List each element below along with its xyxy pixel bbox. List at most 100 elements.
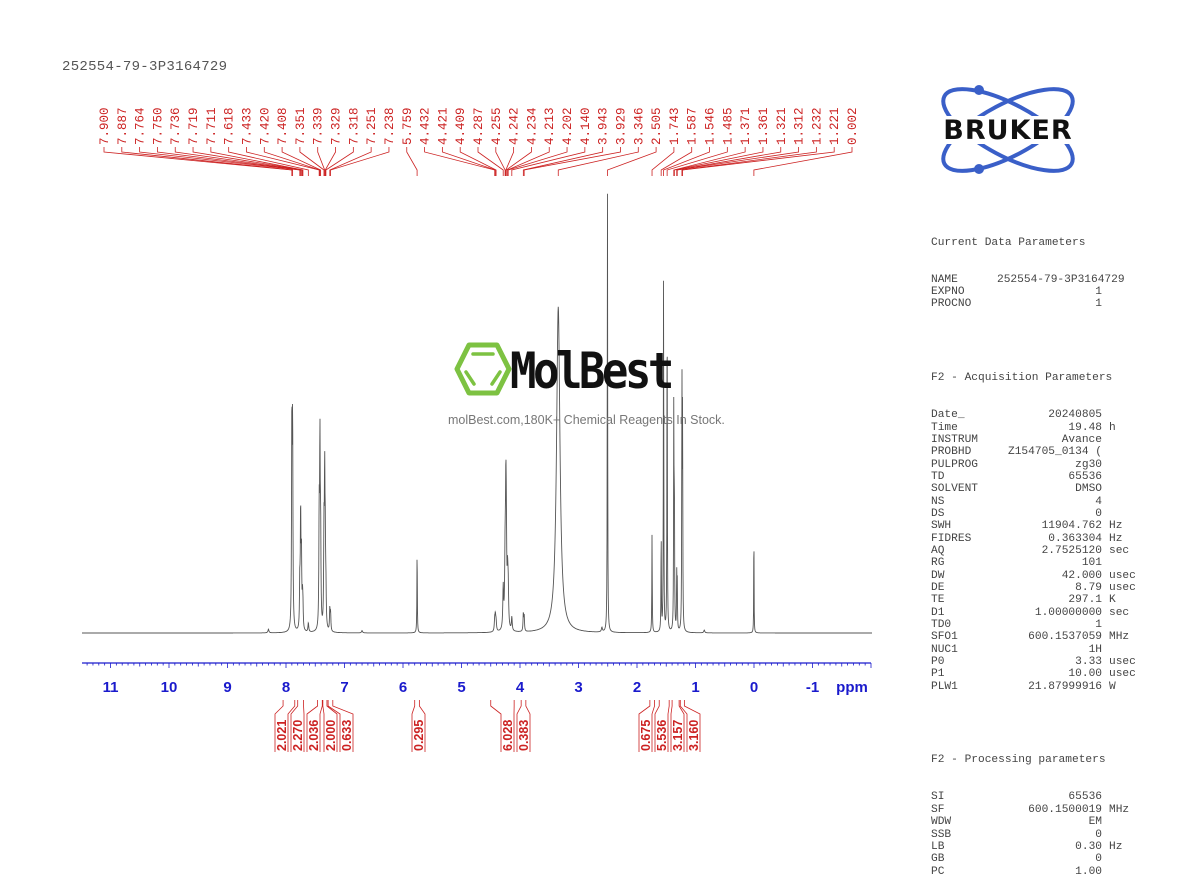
param-key: SWH (931, 520, 952, 533)
peak-label: 4.421 (436, 107, 450, 145)
peak-label: 7.238 (383, 107, 397, 145)
peak-label: 1.312 (793, 107, 807, 145)
peak-label: 4.213 (543, 107, 557, 145)
bruker-logo: BRUKER (925, 85, 1091, 174)
param-key: PULPROG (931, 458, 978, 471)
param-row: PROCNO 1 (931, 298, 1136, 310)
param-value: 1.00 (1075, 865, 1102, 878)
axis-tick-label: -1 (806, 679, 819, 696)
param-key: AQ (931, 544, 945, 557)
axis-tick-label: 4 (516, 679, 525, 696)
param-row: PC 1.00 (931, 866, 1136, 878)
param-key: FIDRES (931, 532, 972, 545)
param-key: SF (931, 803, 945, 816)
integral-value: 0.295 (412, 720, 426, 751)
param-key: PROCNO (931, 298, 972, 311)
param-row: TD 65536 (931, 471, 1136, 483)
watermark-tagline: molBest.com,180K+ Chemical Reagents In S… (448, 413, 725, 427)
peak-label: 7.339 (312, 107, 326, 145)
peak-label: 7.900 (98, 107, 112, 145)
param-value: 20240805 (1048, 409, 1102, 422)
param-value: 65536 (1068, 470, 1102, 483)
integral-value: 2.021 (275, 720, 289, 751)
param-key: EXPNO (931, 286, 965, 299)
hexagon-logo-icon (454, 342, 512, 396)
molbest-watermark: MolBest molBest.com,180K+ Chemical Reage… (448, 340, 748, 435)
param-row: SI 65536 (931, 791, 1136, 803)
param-key: DS (931, 507, 945, 520)
param-row: NUC1 1H (931, 644, 1136, 656)
param-unit (1102, 644, 1109, 656)
integral-value: 3.157 (671, 720, 685, 751)
param-unit (1102, 829, 1109, 841)
param-unit: W (1109, 680, 1116, 693)
param-key: P0 (931, 656, 945, 669)
param-row: WDW EM (931, 816, 1136, 828)
param-value: 0.30 (1075, 840, 1102, 853)
peak-label: 7.750 (151, 107, 165, 145)
param-value: 1 (1095, 286, 1102, 299)
param-value: 1 (1095, 298, 1102, 311)
current-params-list: NAME 252554-79-3P3164729 EXPNO 1 PROCNO 1 (931, 274, 1136, 311)
peak-label: 3.929 (614, 107, 628, 145)
param-key: TE (931, 594, 945, 607)
param-key: SFO1 (931, 631, 958, 644)
peak-label: 1.546 (704, 107, 718, 145)
param-key: PLW1 (931, 680, 958, 693)
param-row: D1 1.00000000 sec (931, 607, 1136, 619)
sample-id-title: 252554-79-3P3164729 (62, 59, 228, 75)
param-row: P1 10.00 usec (931, 668, 1136, 680)
acquisition-params-title: F2 - Acquisition Parameters (931, 372, 1113, 385)
peak-label: 7.329 (330, 107, 344, 145)
param-key: PROBHD (931, 446, 972, 459)
integral-value: 0.675 (639, 720, 653, 751)
param-row: P0 3.33 usec (931, 656, 1136, 668)
bruker-wordmark: BRUKER (943, 115, 1072, 146)
peak-label: 7.736 (169, 107, 183, 145)
param-unit (1102, 508, 1109, 520)
param-unit (1102, 471, 1109, 483)
current-params-title: Current Data Parameters (931, 236, 1086, 249)
param-value: 0 (1095, 507, 1102, 520)
param-key: NAME (931, 273, 958, 286)
param-key: D1 (931, 606, 945, 619)
peak-label: 1.361 (757, 107, 771, 145)
axis-tick-label: 9 (223, 679, 231, 696)
param-row: SF 600.1500019 MHz (931, 804, 1136, 816)
param-value: 0 (1095, 853, 1102, 866)
param-key: GB (931, 853, 945, 866)
peak-label: 7.251 (365, 107, 379, 145)
peak-label: 3.943 (597, 107, 611, 145)
peak-label: 1.221 (828, 107, 842, 145)
param-unit: K (1109, 594, 1116, 607)
param-row: SSB 0 (931, 829, 1136, 841)
param-key: PC (931, 865, 945, 878)
peak-label: 4.140 (579, 107, 593, 145)
integral-value: 2.270 (291, 720, 305, 751)
param-key: INSTRUM (931, 433, 978, 446)
param-value: EM (1088, 816, 1102, 829)
param-key: TD (931, 470, 945, 483)
spectrum-trace (82, 193, 872, 634)
param-value: 252554-79-3P3164729 (997, 273, 1125, 286)
param-unit (1102, 409, 1109, 421)
param-value: zg30 (1075, 458, 1102, 471)
param-row: INSTRUM Avance (931, 434, 1136, 446)
peak-label: 5.759 (401, 107, 415, 145)
param-key: SOLVENT (931, 483, 978, 496)
peak-label: 7.408 (276, 107, 290, 145)
peak-label: 4.242 (508, 107, 522, 145)
param-unit: sec (1109, 544, 1130, 557)
acquisition-params-list: Date_ 20240805 Time 19.48 h INSTRUM Avance PROB… (931, 409, 1136, 693)
param-value: 19.48 (1068, 421, 1102, 434)
peak-label: 4.287 (472, 107, 486, 145)
param-row: GB 0 (931, 853, 1136, 865)
param-row: RG 101 (931, 557, 1136, 569)
peak-label: 4.234 (525, 107, 539, 145)
param-row: DW 42.000 usec (931, 570, 1136, 582)
param-unit: Hz (1109, 532, 1123, 545)
param-row: EXPNO 1 (931, 286, 1136, 298)
param-row: PROBHD Z154705_0134 ( (931, 446, 1136, 458)
param-key: DW (931, 569, 945, 582)
param-row: SFO1 600.1537059 MHz (931, 631, 1136, 643)
